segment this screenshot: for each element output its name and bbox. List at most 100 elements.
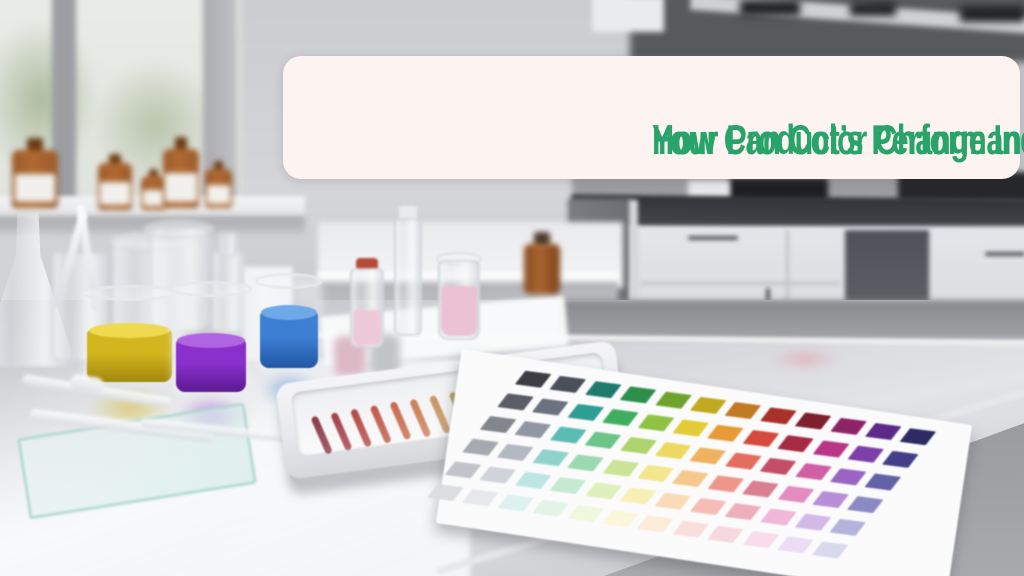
color-swatch-red-0 — [759, 407, 797, 425]
color-swatch-purple-2 — [829, 468, 867, 486]
bottle-label — [14, 173, 56, 203]
bottle-neck — [26, 138, 44, 154]
color-swatch-yellow-3 — [637, 464, 674, 482]
color-swatch-teal-0 — [584, 381, 622, 399]
bottle-neck — [149, 168, 158, 178]
color-swatch-indigo-5 — [812, 541, 849, 559]
title-banner: How Can Color Change Indicators Revoluti… — [283, 56, 1024, 179]
bottle-cap — [356, 258, 378, 270]
cabinet-pillar — [629, 200, 638, 350]
yellow-liquid — [87, 323, 172, 382]
beaker-rim — [170, 281, 252, 297]
color-swatch-green-3 — [567, 454, 604, 472]
color-swatch-lime-3 — [602, 459, 639, 477]
color-swatch-orange-4 — [654, 492, 692, 510]
shelf-equipment — [960, 6, 1024, 22]
vial-cap — [399, 206, 417, 220]
color-swatch-maroon-5 — [707, 525, 744, 543]
color-swatch-red-2 — [724, 452, 762, 470]
bottle-label — [206, 185, 231, 204]
color-swatch-slate-2 — [514, 421, 552, 439]
shelf-box — [592, 0, 664, 32]
color-swatch-black-gray-1 — [497, 393, 534, 411]
drawer-handle — [985, 252, 1024, 256]
color-swatch-teal-4 — [514, 471, 552, 489]
liquid-surface — [261, 305, 317, 320]
color-swatch-yellow-1 — [672, 419, 709, 437]
color-swatch-maroon-3 — [742, 480, 779, 498]
drawer-handle — [688, 236, 738, 240]
color-swatch-green-4 — [549, 477, 587, 495]
yellow-beaker — [81, 285, 178, 386]
vial-body — [394, 218, 422, 336]
bottle-neck — [213, 161, 224, 171]
color-swatch-orange-1 — [707, 424, 744, 442]
ph-strip — [349, 408, 373, 448]
beaker-rim — [254, 273, 324, 289]
color-swatch-purple-0 — [864, 423, 902, 441]
color-swatch-lime-5 — [567, 504, 604, 522]
banner-line-1: How Can Color Change Indicators Revoluti… — [651, 115, 1024, 163]
color-swatch-slate-4 — [479, 466, 517, 484]
reagent-bottle — [12, 134, 58, 208]
color-swatch-black-gray-2 — [479, 416, 517, 434]
color-swatch-teal-5 — [497, 494, 534, 512]
color-swatch-teal-1 — [567, 403, 604, 421]
color-swatch-purple-4 — [794, 513, 832, 531]
ph-strip — [310, 415, 333, 455]
shelf-equipment — [740, 0, 800, 16]
color-swatch-maroon-1 — [777, 435, 814, 453]
jar-liquid — [441, 286, 477, 336]
color-swatch-green-0 — [619, 386, 657, 404]
color-swatch-maroon-0 — [794, 412, 832, 430]
color-swatch-teal-2 — [549, 426, 587, 444]
color-swatch-maroon-2 — [759, 457, 797, 475]
beaker-rim — [81, 285, 178, 301]
ph-strip — [409, 397, 432, 438]
liquid-surface — [88, 323, 171, 338]
color-swatch-magenta-4 — [759, 508, 797, 526]
purple-liquid — [176, 333, 246, 392]
cabinet-seam — [786, 230, 789, 340]
bottle-neck — [174, 136, 188, 152]
color-swatch-purple-3 — [812, 490, 849, 509]
cabinet-seam — [640, 282, 840, 285]
color-swatch-slate-0 — [549, 375, 587, 393]
color-swatch-maroon-4 — [724, 503, 762, 521]
wide-flask — [150, 228, 210, 332]
color-swatch-red-3 — [707, 475, 744, 493]
reagent-bottle — [98, 150, 132, 210]
banner-line-2: Your Product’s Performance and Safety? — [651, 115, 1024, 163]
color-swatch-slate-1 — [532, 398, 569, 416]
blue-beaker — [254, 273, 324, 372]
blue-liquid — [260, 305, 318, 368]
color-chart — [427, 348, 986, 576]
color-swatch-orange-3 — [672, 470, 709, 488]
color-swatch-yellow-2 — [654, 442, 692, 460]
tall-clear-vial — [394, 206, 422, 336]
color-swatch-magenta-0 — [829, 417, 867, 435]
reagent-bottle — [141, 166, 166, 210]
color-swatch-indigo-2 — [864, 473, 902, 491]
glass-bottle-neck — [219, 232, 238, 256]
color-swatch-orange-2 — [689, 447, 727, 465]
color-swatch-green-2 — [584, 431, 622, 449]
color-swatch-magenta-5 — [742, 531, 779, 549]
color-swatch-red-1 — [742, 429, 779, 447]
wide-flask-rim — [144, 220, 214, 238]
color-swatch-magenta-1 — [812, 440, 849, 458]
color-swatch-indigo-0 — [899, 428, 937, 446]
color-swatch-black-gray-0 — [514, 370, 552, 388]
color-swatch-yellow-5 — [602, 510, 639, 528]
color-swatch-purple-5 — [777, 536, 814, 554]
bottle-neck — [108, 153, 122, 166]
color-swatch-magenta-2 — [794, 463, 832, 481]
color-swatch-indigo-1 — [882, 450, 919, 468]
color-swatch-red-5 — [672, 520, 709, 538]
reagent-bottle — [205, 158, 232, 208]
color-swatch-black-gray-4 — [444, 461, 482, 479]
pink-jar — [436, 252, 482, 340]
shelf-equipment — [850, 2, 896, 16]
color-swatch-lime-1 — [637, 414, 674, 432]
color-swatch-red-4 — [689, 497, 727, 515]
